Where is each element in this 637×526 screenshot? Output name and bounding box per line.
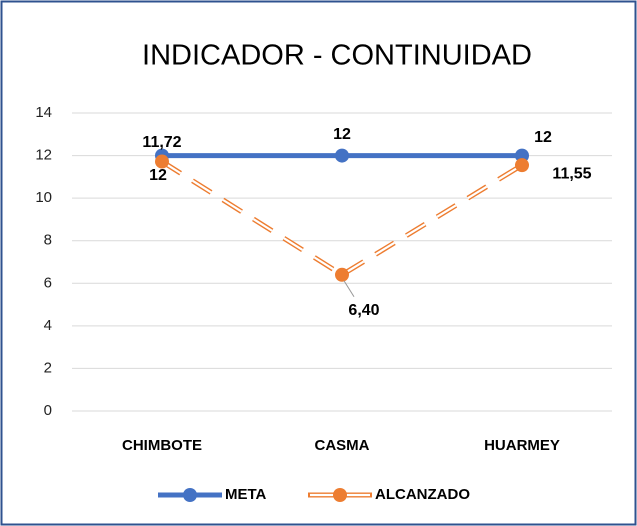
y-tick-label: 6: [44, 274, 52, 291]
y-tick-label: 2: [44, 359, 52, 376]
y-tick-label: 14: [35, 104, 52, 121]
marker: [155, 154, 169, 169]
marker: [515, 158, 529, 173]
legend-label: META: [225, 486, 267, 503]
y-tick-label: 10: [35, 189, 52, 206]
data-label: 6,40: [348, 302, 379, 319]
legend-marker: [333, 488, 347, 502]
y-tick-label: 8: [44, 232, 52, 249]
marker: [335, 267, 349, 282]
data-label: 12: [149, 167, 167, 184]
legend-label: ALCANZADO: [375, 486, 470, 503]
leader-line: [343, 280, 355, 298]
legend-marker: [183, 488, 197, 502]
data-label: 12: [534, 129, 552, 146]
x-tick-label: HUARMEY: [484, 437, 560, 454]
y-tick-label: 4: [44, 317, 52, 334]
marker: [515, 148, 529, 163]
data-label: 11,72: [142, 134, 181, 151]
marker: [335, 148, 349, 163]
y-tick-label: 0: [44, 402, 52, 419]
data-label: 11,55: [552, 165, 591, 182]
chart-title: INDICADOR - CONTINUIDAD: [142, 40, 532, 72]
x-tick-label: CHIMBOTE: [122, 437, 202, 454]
y-tick-label: 12: [35, 147, 52, 164]
data-label: 12: [333, 126, 351, 143]
x-tick-label: CASMA: [315, 437, 370, 454]
